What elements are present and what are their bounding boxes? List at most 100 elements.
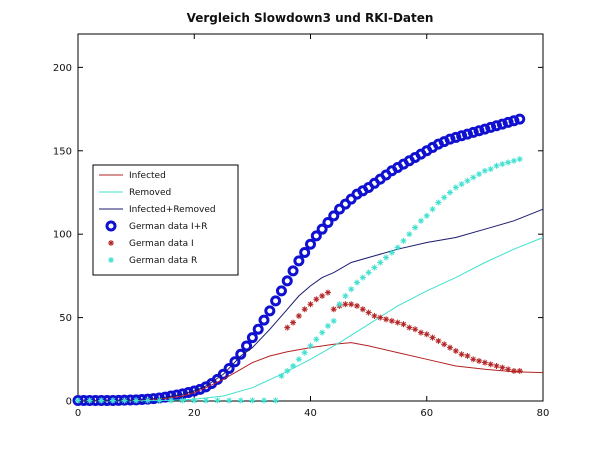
data-point (305, 238, 316, 250)
data-point (394, 319, 401, 326)
legend-item: German data I+R (105, 220, 207, 232)
data-point (499, 364, 506, 371)
data-point (226, 397, 233, 404)
data-point (452, 184, 459, 191)
series-4 (284, 289, 523, 374)
series-0 (77, 342, 544, 402)
data-point (510, 157, 517, 164)
data-point (441, 194, 448, 201)
data-point (406, 324, 413, 331)
data-point (452, 347, 459, 354)
x-tick-label: 80 (537, 408, 550, 419)
data-point (278, 372, 285, 379)
data-point (313, 296, 320, 303)
data-point (487, 361, 494, 368)
data-point (235, 348, 247, 360)
legend-swatch (105, 220, 117, 232)
data-point (202, 397, 209, 404)
data-point (281, 275, 293, 287)
data-point (400, 321, 407, 328)
data-point (464, 352, 471, 359)
data-point (388, 249, 395, 256)
y-tick-label: 100 (53, 230, 72, 241)
data-point (514, 113, 526, 125)
data-point (75, 397, 81, 404)
data-point (307, 342, 314, 349)
data-point (272, 397, 279, 404)
data-point (284, 367, 291, 374)
data-point (287, 265, 299, 277)
data-point (406, 231, 413, 238)
x-tick-label: 40 (304, 408, 317, 419)
data-point (223, 362, 235, 374)
data-point (354, 279, 360, 286)
legend: Infected Removed Infected+Removed German da… (92, 164, 239, 276)
data-point (444, 133, 456, 145)
data-point (359, 274, 366, 281)
series-3 (72, 113, 526, 406)
data-point (252, 323, 264, 335)
data-point (505, 159, 512, 166)
data-point (319, 329, 326, 336)
series-5 (75, 156, 523, 404)
data-point (435, 337, 442, 344)
data-point (481, 167, 488, 174)
data-point (496, 118, 508, 130)
legend-item: Removed (99, 188, 171, 198)
data-point (470, 174, 477, 181)
series-line (77, 208, 544, 402)
data-point (510, 367, 517, 374)
data-point (109, 397, 116, 404)
data-point (516, 367, 523, 374)
data-point (241, 340, 253, 352)
data-point (516, 156, 523, 163)
data-point (485, 121, 497, 133)
data-point (435, 199, 442, 206)
data-point (502, 116, 514, 128)
data-point (98, 397, 105, 404)
data-point (388, 317, 395, 324)
data-point (284, 324, 291, 331)
data-point (348, 286, 355, 293)
data-point (144, 397, 151, 404)
data-point (316, 223, 328, 235)
data-point (290, 362, 297, 369)
series-1 (77, 237, 544, 402)
data-point (301, 349, 308, 356)
data-point (394, 244, 401, 251)
x-tick-label: 20 (188, 408, 201, 419)
legend-label: Infected (129, 171, 166, 181)
data-point (295, 312, 302, 319)
data-point (121, 397, 128, 404)
data-point (450, 131, 462, 143)
data-point (261, 397, 267, 404)
data-point (246, 332, 258, 344)
data-point (412, 224, 419, 231)
data-point (299, 247, 311, 259)
data-point (133, 397, 140, 404)
x-tick-label: 60 (420, 408, 433, 419)
legend-label: German data I (129, 239, 194, 249)
data-point (301, 306, 308, 313)
data-point (417, 217, 424, 224)
x-tick-label: 0 (75, 408, 81, 419)
legend-swatch (108, 240, 114, 246)
data-point (447, 344, 453, 351)
data-point (313, 336, 320, 343)
data-point (328, 210, 340, 222)
data-point (258, 314, 270, 326)
data-point (330, 306, 337, 313)
data-point (336, 301, 343, 308)
data-point (481, 359, 488, 366)
data-point (493, 362, 500, 369)
data-point (429, 206, 436, 213)
data-point (330, 317, 337, 324)
data-point (456, 130, 468, 142)
series-2 (77, 208, 544, 402)
legend-label: Removed (129, 188, 171, 198)
data-point (342, 292, 349, 299)
data-point (322, 217, 334, 229)
data-point (371, 264, 378, 271)
data-point (237, 397, 244, 404)
